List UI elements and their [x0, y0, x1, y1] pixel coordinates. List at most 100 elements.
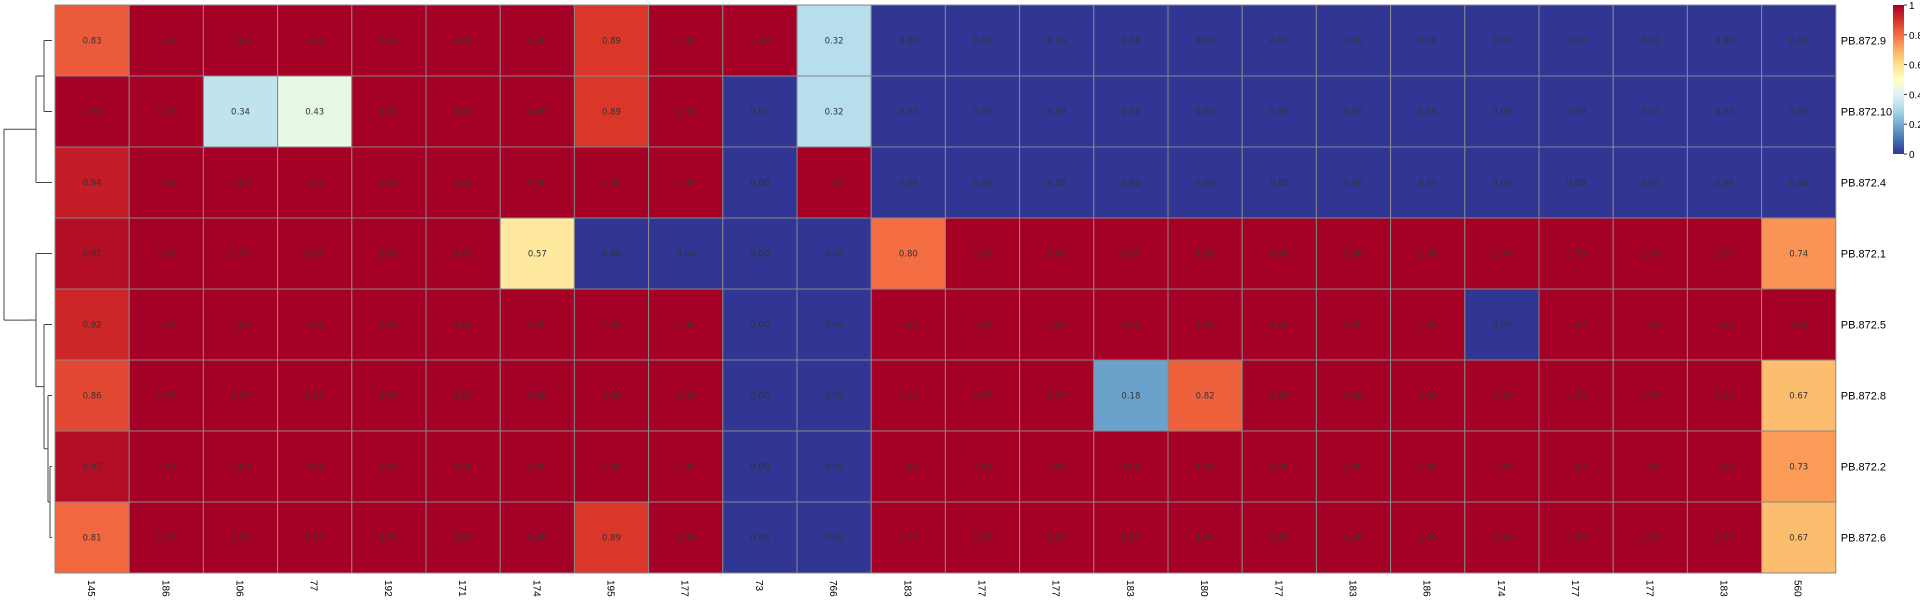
legend-ticks: 0 0.2 0.4 0.6 0.8 1 — [1904, 1, 1920, 161]
cell-value-label: 0.00 — [1196, 179, 1215, 189]
cell-value-label: 0.89 — [602, 534, 621, 544]
cell-value-label: 1.00 — [1715, 250, 1734, 260]
cell-value-label: 0.94 — [83, 179, 102, 189]
cell-value-label: 0.00 — [1196, 37, 1215, 47]
cell-value-label: 1.00 — [676, 108, 695, 118]
cell-value-label: 0.00 — [899, 37, 918, 47]
cell-value-label: 1.00 — [231, 534, 250, 544]
heatmap-cell — [1241, 146, 1317, 219]
cell-value-label: 1.00 — [1567, 392, 1586, 402]
heatmap-cell — [944, 146, 1021, 219]
cell-value-label: 1.00 — [528, 37, 547, 47]
cell-value-label: 1.00 — [676, 179, 695, 189]
cell-value-label: 1.00 — [379, 250, 398, 260]
heatmap-cell — [499, 501, 575, 574]
cell-value-label: 1.00 — [1121, 321, 1140, 331]
column-label: 106 — [234, 580, 245, 597]
heatmap-cell — [1761, 359, 1837, 432]
cell-value-label: 0.00 — [750, 463, 769, 473]
cell-value-label: 1.00 — [1047, 534, 1066, 544]
heatmap-cell — [573, 430, 650, 503]
cell-value-label: 0.00 — [1418, 179, 1437, 189]
cell-value-label: 0.73 — [1789, 463, 1808, 473]
heatmap-cell — [1315, 288, 1392, 361]
cell-value-label: 0.00 — [1270, 179, 1289, 189]
cell-value-label: 1.00 — [1641, 250, 1660, 260]
heatmap-cell — [1390, 4, 1466, 77]
column-label: 77 — [308, 580, 319, 592]
heatmap-cell — [648, 359, 724, 432]
heatmap-cell — [1612, 217, 1688, 290]
cell-value-label: 0.00 — [825, 321, 844, 331]
cell-value-label: 1.00 — [1270, 321, 1289, 331]
heatmap-cell — [54, 501, 130, 574]
heatmap-cell — [1315, 217, 1392, 290]
cell-value-label: 0.00 — [1047, 108, 1066, 118]
cell-value-label: 0.00 — [1344, 179, 1363, 189]
heatmap-cell — [277, 4, 353, 77]
cell-value-label: 1.00 — [1047, 250, 1066, 260]
cell-value-label: 0.18 — [1121, 392, 1140, 402]
heatmap-cell — [1686, 359, 1763, 432]
column-label: 177 — [679, 580, 690, 597]
cell-value-label: 1.00 — [1789, 321, 1808, 331]
heatmap-cell — [1686, 4, 1763, 77]
cell-value-label: 0.00 — [825, 463, 844, 473]
cell-value-label: 0.00 — [1715, 108, 1734, 118]
heatmap-cell — [425, 430, 501, 503]
cell-value-label: 1.00 — [454, 250, 473, 260]
heatmap-cell — [796, 501, 872, 574]
cell-value-label: 0.67 — [1789, 392, 1808, 402]
cell-value-label: 0.00 — [1715, 179, 1734, 189]
cell-value-label: 1.00 — [602, 321, 621, 331]
cell-value-label: 1.00 — [1715, 321, 1734, 331]
cell-value-label: 0.83 — [83, 37, 102, 47]
cell-value-label: 0.00 — [676, 250, 695, 260]
row-label: PB.872.4 — [1841, 178, 1886, 190]
heatmap-cell — [277, 501, 353, 574]
heatmap-cell — [573, 4, 650, 77]
heatmap-cell — [573, 501, 650, 574]
heatmap-cell — [1241, 288, 1317, 361]
cell-value-label: 0.57 — [528, 250, 547, 260]
cell-value-label: 1.00 — [379, 321, 398, 331]
cell-value-label: 1.00 — [1270, 534, 1289, 544]
column-label: 73 — [753, 580, 764, 592]
cell-value-label: 1.00 — [1418, 392, 1437, 402]
cell-value-label: 1.00 — [231, 392, 250, 402]
cell-value-label: 0.32 — [825, 108, 844, 118]
heatmap-cell — [1241, 501, 1317, 574]
cell-value-label: 1.00 — [1492, 534, 1511, 544]
cell-value-label: 1.00 — [1270, 250, 1289, 260]
cell-value-label: 0.00 — [750, 321, 769, 331]
cell-value-label: 0.00 — [1567, 179, 1586, 189]
cell-value-label: 1.00 — [454, 463, 473, 473]
heatmap-cell — [870, 288, 946, 361]
heatmap-cell — [573, 359, 650, 432]
heatmap-cell — [944, 359, 1021, 432]
heatmap-cell — [277, 75, 353, 148]
cell-value-label: 1.00 — [379, 463, 398, 473]
cell-value-label: 1.00 — [1567, 463, 1586, 473]
heatmap-cell — [1761, 217, 1837, 290]
cell-value-label: 1.00 — [1047, 321, 1066, 331]
column-label: 186 — [1421, 580, 1432, 597]
cell-value-label: 0.00 — [1641, 37, 1660, 47]
heatmap-cell — [1019, 501, 1095, 574]
heatmap-cell — [351, 288, 427, 361]
cell-value-label: 1.00 — [157, 392, 176, 402]
heatmap-cell — [202, 4, 279, 77]
heatmap-cells — [54, 4, 1837, 574]
cell-value-label: 1.00 — [676, 37, 695, 47]
cell-value-label: 1.00 — [1121, 534, 1140, 544]
heatmap-cell — [1761, 430, 1837, 503]
cell-value-label: 1.00 — [1344, 321, 1363, 331]
column-label: 192 — [382, 580, 393, 597]
heatmap-cell — [277, 146, 353, 219]
cell-value-label: 0.00 — [750, 179, 769, 189]
heatmap-cell — [351, 430, 427, 503]
cell-value-label: 1.00 — [157, 321, 176, 331]
heatmap-cell — [573, 146, 650, 219]
cell-value-label: 1.00 — [1196, 463, 1215, 473]
